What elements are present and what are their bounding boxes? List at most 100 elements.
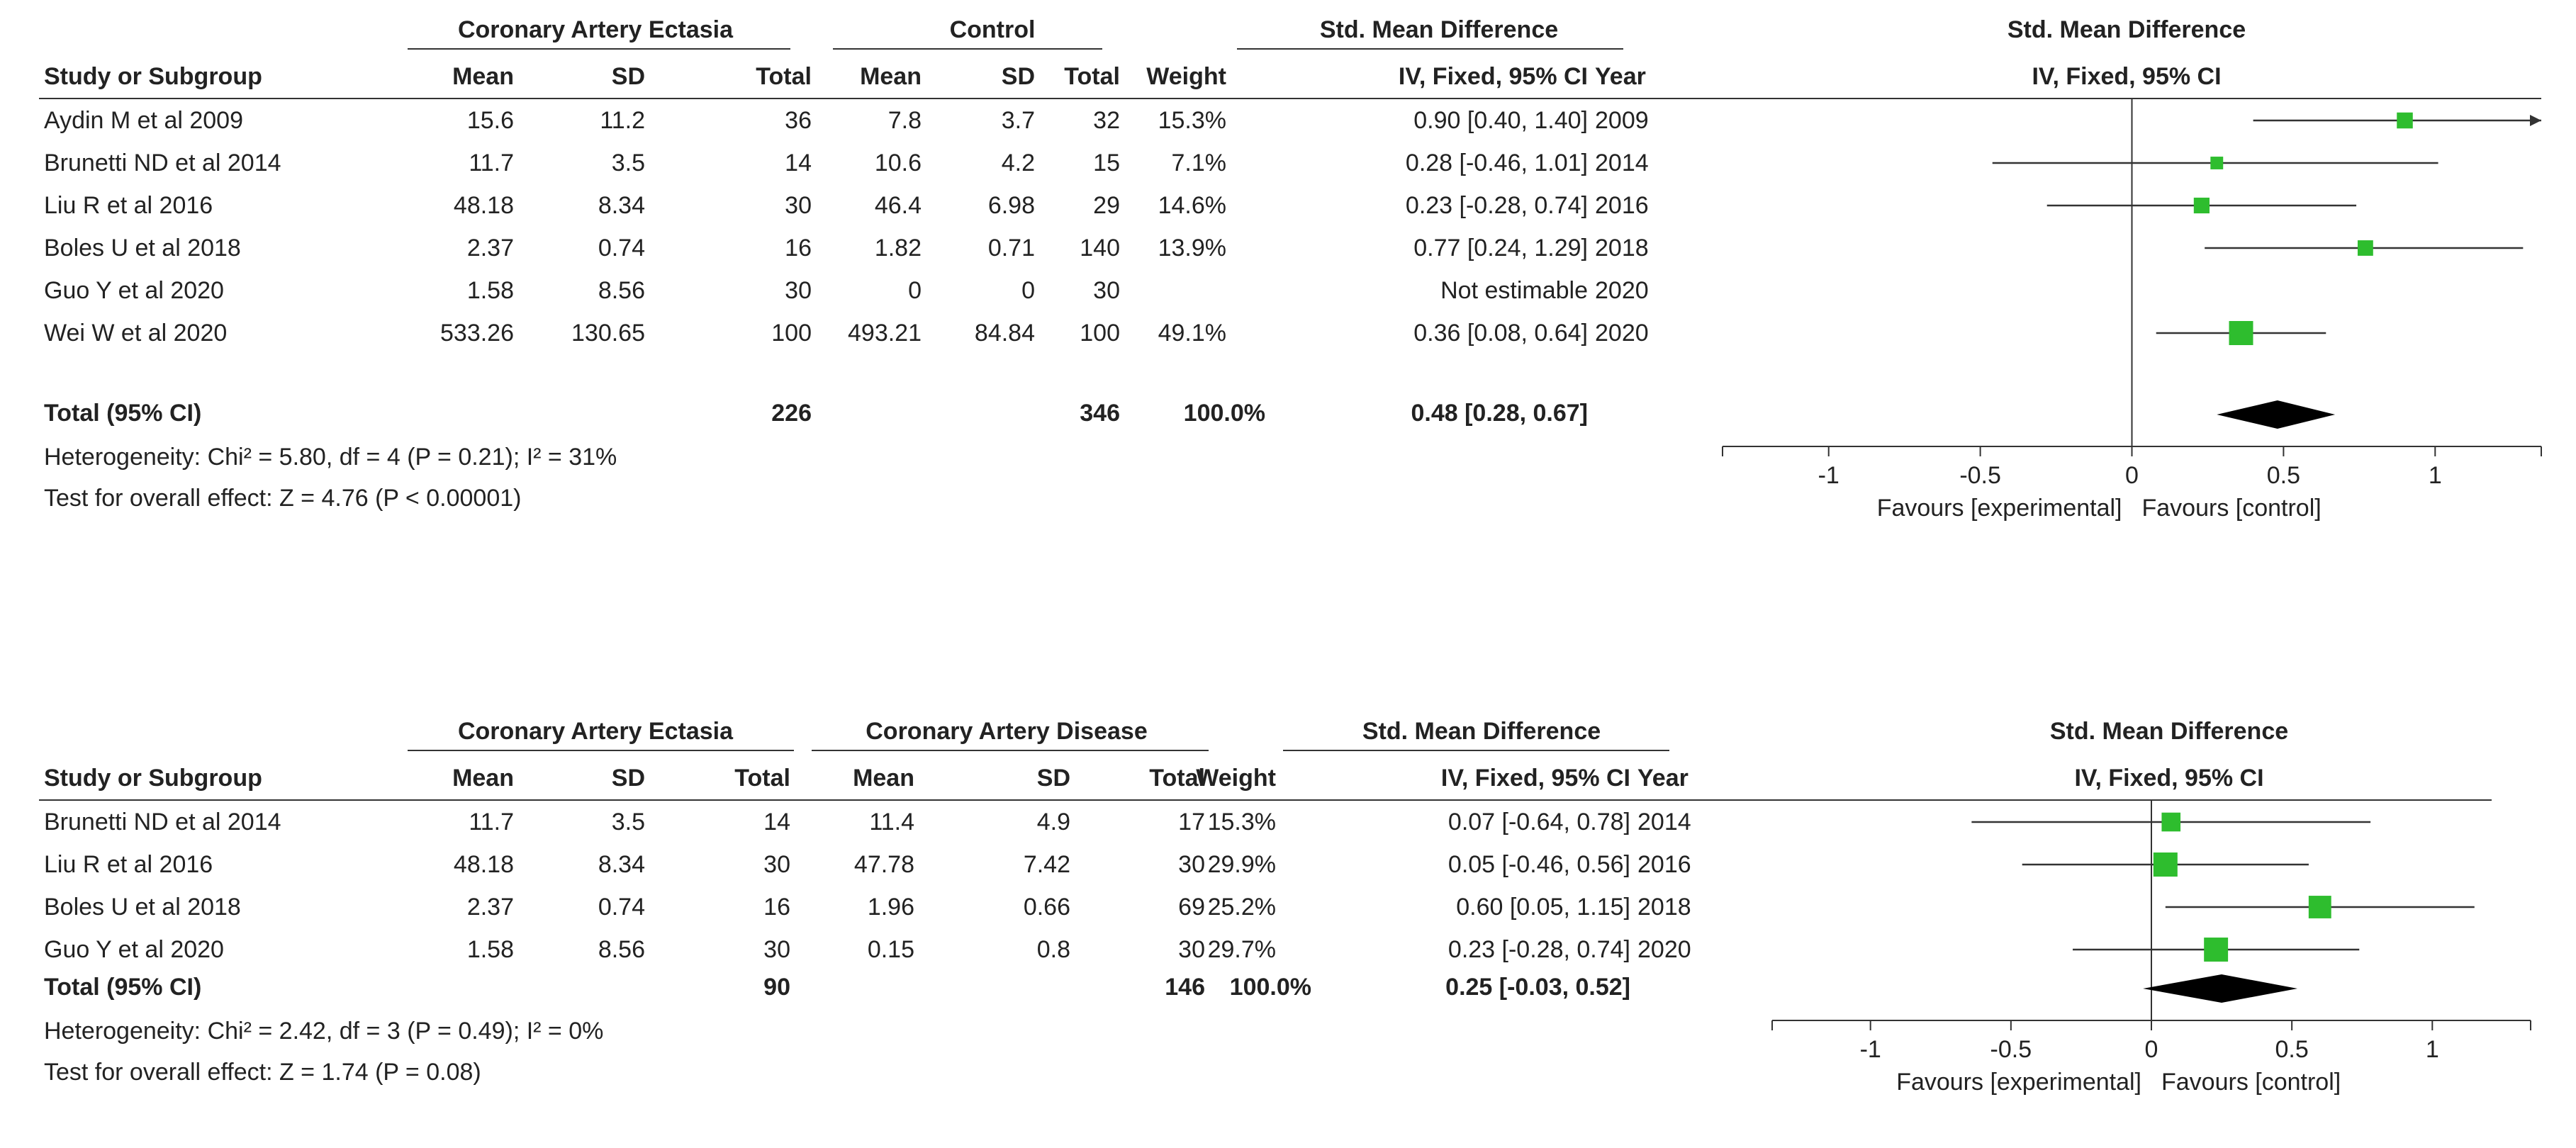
study-marker — [2153, 852, 2178, 877]
cell-name: Boles U et al 2018 — [44, 235, 241, 261]
cell-ci: 0.23 [-0.28, 0.74] — [1447, 936, 1630, 963]
cell-mean2: 493.21 — [848, 320, 922, 347]
cell-sd2: 84.84 — [974, 320, 1035, 347]
cell-ci: 0.90 [0.40, 1.40] — [1413, 107, 1588, 134]
group1-underline — [408, 48, 790, 50]
tick-label: -1 — [1818, 462, 1839, 489]
pooled-diamond — [2143, 974, 2298, 1003]
col-ci: IV, Fixed, 95% CI — [1440, 765, 1630, 792]
cell-sd2: 4.2 — [1001, 150, 1035, 176]
total-n2: 346 — [1080, 400, 1120, 427]
cell-total1: 36 — [785, 107, 812, 134]
col-mean2: Mean — [853, 765, 914, 792]
group2-underline — [812, 750, 1209, 751]
cell-weight: 7.1% — [1171, 150, 1227, 176]
col-sd1: SD — [611, 765, 645, 792]
cell-total2: 30 — [1093, 277, 1120, 304]
tick-label: -1 — [1860, 1036, 1881, 1063]
effect-underline — [1283, 750, 1669, 751]
cell-mean1: 11.7 — [469, 809, 514, 835]
col-sd1: SD — [611, 63, 645, 90]
col-ci: IV, Fixed, 95% CI — [1398, 63, 1588, 90]
cell-mean2: 7.8 — [887, 107, 922, 134]
cell-name: Guo Y et al 2020 — [44, 277, 224, 304]
cell-ci: 0.60 [0.05, 1.15] — [1456, 894, 1630, 921]
cell-mean2: 10.6 — [874, 150, 922, 176]
cell-total2: 29 — [1093, 192, 1120, 219]
heterogeneity-text: Heterogeneity: Chi² = 2.42, df = 3 (P = … — [44, 1018, 604, 1045]
cell-mean2: 0 — [908, 277, 922, 304]
cell-sd1: 3.5 — [611, 809, 645, 835]
col-total1: Total — [734, 765, 790, 792]
cell-weight: 13.9% — [1158, 235, 1226, 261]
cell-mean1: 48.18 — [453, 851, 514, 878]
total-ci: 0.48 [0.28, 0.67] — [1411, 400, 1588, 427]
group1-underline — [408, 750, 794, 751]
cell-total1: 30 — [785, 192, 812, 219]
total-label: Total (95% CI) — [44, 400, 202, 427]
cell-total2: 100 — [1080, 320, 1120, 347]
study-marker — [2308, 896, 2331, 918]
effect-underline — [1237, 48, 1623, 50]
group2-header: Control — [949, 16, 1036, 43]
cell-ci: 0.23 [-0.28, 0.74] — [1405, 192, 1588, 219]
cell-total2: 15 — [1093, 150, 1120, 176]
cell-total1: 14 — [763, 809, 790, 835]
forest-plot-1: Coronary Artery Ectasia Control Std. Mea… — [0, 0, 2576, 553]
cell-total1: 30 — [785, 277, 812, 304]
total-n2: 146 — [1165, 974, 1205, 1001]
group2-header: Coronary Artery Disease — [866, 718, 1148, 745]
pooled-diamond — [2217, 400, 2336, 429]
forest-plot-area-1: -1 -0.5 0 0.5 1 Favours [experimental] Favours… — [1722, 99, 2542, 522]
total-label: Total (95% CI) — [44, 974, 202, 1001]
total-n1: 90 — [763, 974, 790, 1001]
favours-left-label: Favours [experimental] — [1896, 1069, 2141, 1096]
cell-mean2: 1.82 — [874, 235, 922, 261]
cell-weight: 25.2% — [1207, 894, 1276, 921]
cell-weight: 49.1% — [1158, 320, 1226, 347]
col-weight: Weight — [1196, 765, 1276, 792]
cell-name: Boles U et al 2018 — [44, 894, 241, 921]
col-mean1: Mean — [452, 765, 514, 792]
cell-year: 2020 — [1637, 936, 1691, 963]
cell-total1: 16 — [763, 894, 790, 921]
cell-total1: 16 — [785, 235, 812, 261]
cell-weight: 29.7% — [1207, 936, 1276, 963]
cell-year: 2018 — [1637, 894, 1691, 921]
cell-weight: 15.3% — [1158, 107, 1226, 134]
col-total1: Total — [756, 63, 812, 90]
cell-sd2: 6.98 — [987, 192, 1035, 219]
cell-ci: Not estimable — [1440, 277, 1588, 304]
tick-label: 0.5 — [2267, 462, 2300, 489]
cell-mean1: 1.58 — [466, 936, 514, 963]
cell-mean2: 1.96 — [867, 894, 914, 921]
cell-total1: 100 — [771, 320, 812, 347]
cell-year: 2020 — [1595, 320, 1649, 347]
cell-ci: 0.05 [-0.46, 0.56] — [1447, 851, 1630, 878]
cell-sd2: 7.42 — [1023, 851, 1070, 878]
cell-mean2: 11.4 — [869, 809, 914, 835]
heterogeneity-text: Heterogeneity: Chi² = 5.80, df = 4 (P = … — [44, 444, 617, 471]
cell-name: Aydin M et al 2009 — [44, 107, 243, 134]
group1-header: Coronary Artery Ectasia — [457, 718, 733, 745]
tick-label: -0.5 — [1990, 1036, 2032, 1063]
favours-left-label: Favours [experimental] — [1877, 495, 2122, 522]
tick-label: 1 — [2429, 462, 2442, 489]
cell-sd1: 3.5 — [611, 150, 645, 176]
study-marker — [2210, 157, 2224, 169]
cell-ci: 0.36 [0.08, 0.64] — [1413, 320, 1588, 347]
cell-sd2: 4.9 — [1036, 809, 1070, 835]
cell-total2: 30 — [1178, 851, 1205, 878]
tick-label: 0.5 — [2275, 1036, 2309, 1063]
cell-name: Liu R et al 2016 — [44, 851, 213, 878]
cell-total1: 30 — [763, 936, 790, 963]
col-weight: Weight — [1146, 63, 1226, 90]
cell-sd2: 0.71 — [987, 235, 1035, 261]
study-marker — [2357, 240, 2373, 256]
cell-sd1: 0.74 — [598, 235, 645, 261]
cell-total2: 32 — [1093, 107, 1120, 134]
col-total2: Total — [1064, 63, 1120, 90]
cell-sd1: 11.2 — [600, 107, 645, 134]
cell-year: 2014 — [1595, 150, 1649, 176]
cell-ci: 0.77 [0.24, 1.29] — [1413, 235, 1588, 261]
